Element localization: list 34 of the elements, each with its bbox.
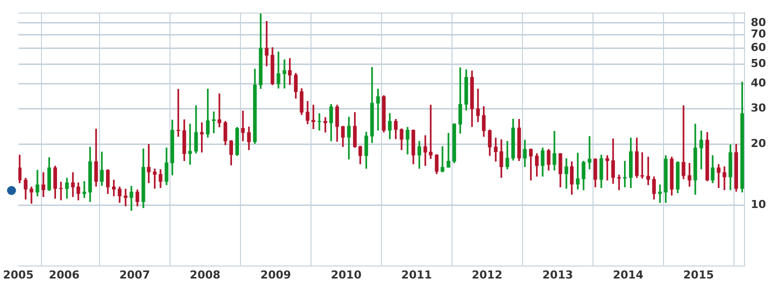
candlestick: [658, 184, 662, 203]
x-tick-label: 2006: [48, 268, 80, 282]
y-tick-label: 20: [750, 137, 766, 150]
x-tick-label: 2013: [542, 268, 574, 282]
y-tick-label: 10: [750, 198, 766, 211]
candlestick: [30, 186, 34, 204]
candlestick: [282, 59, 286, 88]
x-tick-label: 2009: [260, 268, 292, 282]
y-tick-label: 60: [750, 40, 766, 54]
candlestick: [241, 110, 245, 142]
x-tick-label: 2011: [401, 268, 432, 282]
candlestick: [446, 132, 450, 168]
candlestick: [376, 88, 380, 131]
candlestick: [688, 163, 692, 187]
x-tick-label: 2008: [190, 268, 220, 282]
candlestick: [722, 166, 726, 190]
x-tick-label: 2014: [612, 268, 644, 282]
y-tick-label: 50: [750, 56, 766, 70]
x-tick-label: 2005: [2, 268, 34, 282]
candlestick: [588, 136, 592, 170]
y-tick-label: 40: [750, 76, 766, 90]
candlestick: [476, 88, 480, 122]
y-tick-label: 80: [750, 16, 766, 29]
candlestick: [617, 174, 621, 190]
candlestick: [188, 124, 192, 165]
x-tick-label: 2012: [472, 268, 502, 282]
candlestick: [440, 146, 444, 172]
y-tick-label: 30: [750, 102, 766, 115]
y-tick-label: 70: [750, 27, 766, 40]
candlestick: [59, 182, 63, 200]
x-tick-label: 2010: [330, 268, 362, 282]
x-tick-label: 2015: [683, 268, 714, 282]
x-tick-label: 2007: [119, 268, 150, 282]
candlestick: [682, 105, 686, 180]
